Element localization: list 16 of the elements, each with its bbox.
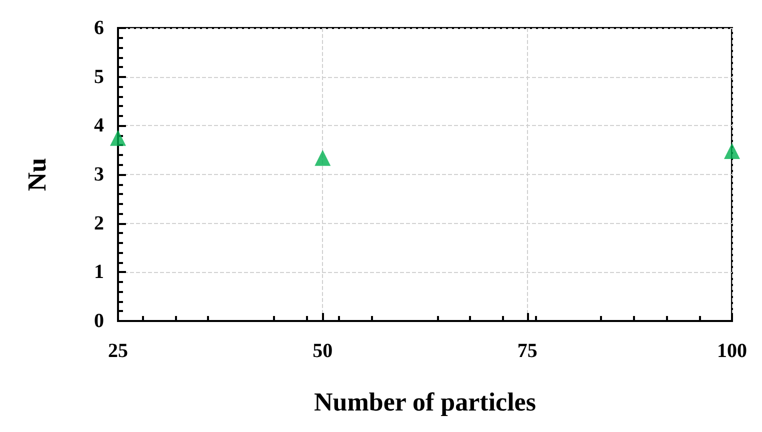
y-tick-label: 3 <box>94 164 104 186</box>
x-tick-label: 75 <box>517 340 538 362</box>
x-tick-label: 50 <box>312 340 333 362</box>
point <box>724 143 740 160</box>
y-tick-label: 5 <box>94 66 104 88</box>
point <box>110 130 126 146</box>
y-axis-title: Nu <box>22 158 52 192</box>
y-tick-label: 4 <box>94 114 104 137</box>
y-tick-label: 2 <box>94 212 104 234</box>
y-tick-label: 0 <box>94 310 104 332</box>
y-tick-label: 6 <box>94 17 104 39</box>
point <box>314 150 331 166</box>
x-tick-label: 100 <box>717 340 747 362</box>
x-tick-label: 25 <box>108 340 128 362</box>
x-axis-title: Number of particles <box>314 388 536 416</box>
y-tick-label: 1 <box>94 261 104 284</box>
